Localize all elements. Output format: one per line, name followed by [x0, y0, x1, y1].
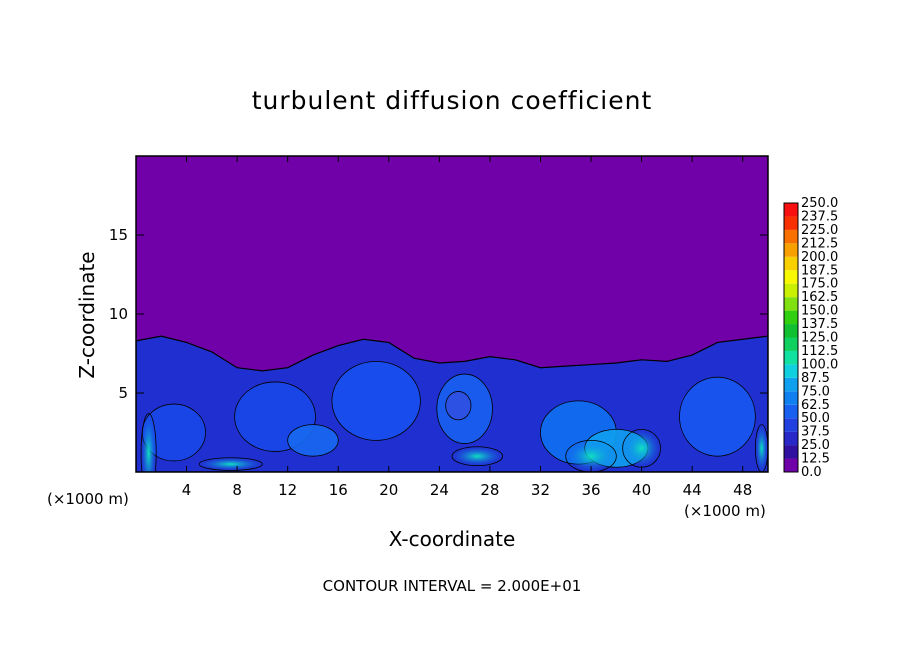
colorbar-swatch [784, 350, 798, 365]
colorbar-swatch [784, 431, 798, 446]
turbulent-eddy [445, 391, 472, 421]
colorbar-swatch [784, 297, 798, 311]
colorbar-label: 87.5 [801, 371, 830, 386]
colorbar: 0.012.525.037.550.062.575.087.5100.0112.… [783, 196, 838, 480]
colorbar-label: 25.0 [801, 438, 830, 453]
turbulent-eddy [331, 360, 421, 441]
colorbar-swatch [784, 324, 798, 338]
colorbar-swatch [784, 243, 798, 257]
x-tick-label: 12 [278, 481, 297, 499]
colorbar-swatch [784, 310, 798, 325]
colorbar-label: 75.0 [801, 384, 830, 399]
colorbar-frame [783, 202, 799, 473]
x-tick-label: 28 [480, 481, 499, 499]
x-tick-label: 8 [232, 481, 242, 499]
colorbar-label: 150.0 [801, 304, 838, 319]
colorbar-label: 12.5 [801, 452, 830, 467]
colorbar-label: 62.5 [801, 398, 830, 413]
contour-interval-note: CONTOUR INTERVAL = 2.000E+01 [322, 577, 582, 595]
high-value-patch [622, 428, 661, 468]
turbulent-eddy [287, 424, 339, 457]
colorbar-label: 212.5 [801, 236, 838, 251]
colorbar-swatch [784, 445, 798, 459]
colorbar-swatch [784, 229, 798, 244]
colorbar-label: 237.5 [801, 209, 838, 224]
colorbar-label: 0.0 [801, 465, 822, 480]
colorbar-swatch [784, 203, 798, 217]
colorbar-swatch [784, 377, 798, 392]
x-tick-label: 36 [581, 481, 600, 499]
turbulent-eddy [679, 376, 756, 457]
colorbar-swatch [784, 404, 798, 419]
x-tick-label: 32 [531, 481, 550, 499]
colorbar-label: 187.5 [801, 263, 838, 278]
high-value-patch [565, 440, 617, 472]
high-value-patch [198, 457, 263, 471]
x-tick-label: 24 [430, 481, 449, 499]
x-tick-label: 16 [329, 481, 348, 499]
colorbar-swatch [784, 391, 798, 405]
colorbar-label: 112.5 [801, 344, 838, 359]
high-value-patch [754, 424, 768, 472]
colorbar-swatch [784, 216, 798, 230]
heatmap-area [136, 156, 768, 472]
colorbar-label: 162.5 [801, 290, 838, 305]
colorbar-label: 175.0 [801, 277, 838, 292]
high-value-patch [451, 446, 503, 467]
colorbar-swatch [784, 256, 798, 271]
y-tick-label: 5 [118, 384, 128, 402]
y-tick-label: 15 [109, 226, 128, 244]
colorbar-swatch [784, 418, 798, 432]
colorbar-swatch [784, 337, 798, 351]
colorbar-label: 100.0 [801, 357, 838, 372]
colorbar-swatch [784, 458, 798, 472]
high-value-patch [140, 413, 157, 472]
colorbar-label: 225.0 [801, 223, 838, 238]
colorbar-label: 125.0 [801, 331, 838, 346]
colorbar-label: 250.0 [801, 196, 838, 211]
colorbar-label: 50.0 [801, 411, 830, 426]
x-tick-label: 40 [632, 481, 651, 499]
x-unit-label-right: (×1000 m) [684, 502, 766, 520]
y-tick-label: 10 [109, 305, 128, 323]
colorbar-label: 200.0 [801, 250, 838, 265]
x-tick-label: 44 [683, 481, 702, 499]
colorbar-swatch [784, 364, 798, 378]
colorbar-swatch [784, 283, 798, 298]
colorbar-label: 37.5 [801, 425, 830, 440]
x-tick-label: 48 [733, 481, 752, 499]
y-axis-label: Z-coordinate [75, 251, 99, 379]
colorbar-swatch [784, 270, 798, 284]
x-axis-label: X-coordinate [388, 527, 516, 551]
x-unit-label-left: (×1000 m) [47, 490, 129, 508]
colorbar-label: 137.5 [801, 317, 838, 332]
x-tick-label: 4 [182, 481, 192, 499]
x-tick-label: 20 [379, 481, 398, 499]
chart-title: turbulent diffusion coefficient [251, 86, 653, 115]
